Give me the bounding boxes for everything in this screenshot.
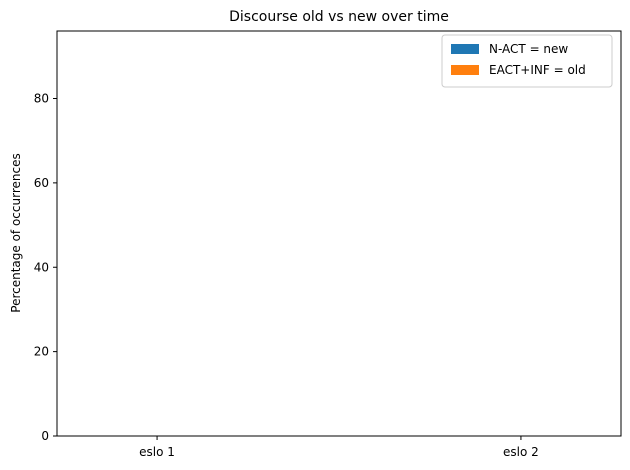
- y-tick-label: 80: [34, 92, 49, 106]
- x-tick-label: eslo 2: [503, 445, 539, 459]
- x-tick-label: eslo 1: [139, 445, 175, 459]
- legend-label-old: EACT+INF = old: [489, 63, 586, 77]
- x-axis: eslo 1 eslo 2: [139, 436, 539, 459]
- y-tick-label: 0: [41, 429, 49, 443]
- y-axis-label: Percentage of occurrences: [9, 153, 23, 312]
- y-axis: 0 20 40 60 80: [34, 92, 57, 443]
- y-tick-label: 20: [34, 345, 49, 359]
- legend: N-ACT = new EACT+INF = old: [441, 34, 613, 88]
- chart-title: Discourse old vs new over time: [229, 9, 449, 25]
- legend-swatch-new: [451, 44, 479, 54]
- y-tick-label: 60: [34, 176, 49, 190]
- y-tick-label: 40: [34, 260, 49, 274]
- plot-area: [56, 30, 622, 437]
- legend-frame: [441, 34, 613, 88]
- legend-swatch-old: [451, 65, 479, 75]
- legend-label-new: N-ACT = new: [489, 42, 568, 56]
